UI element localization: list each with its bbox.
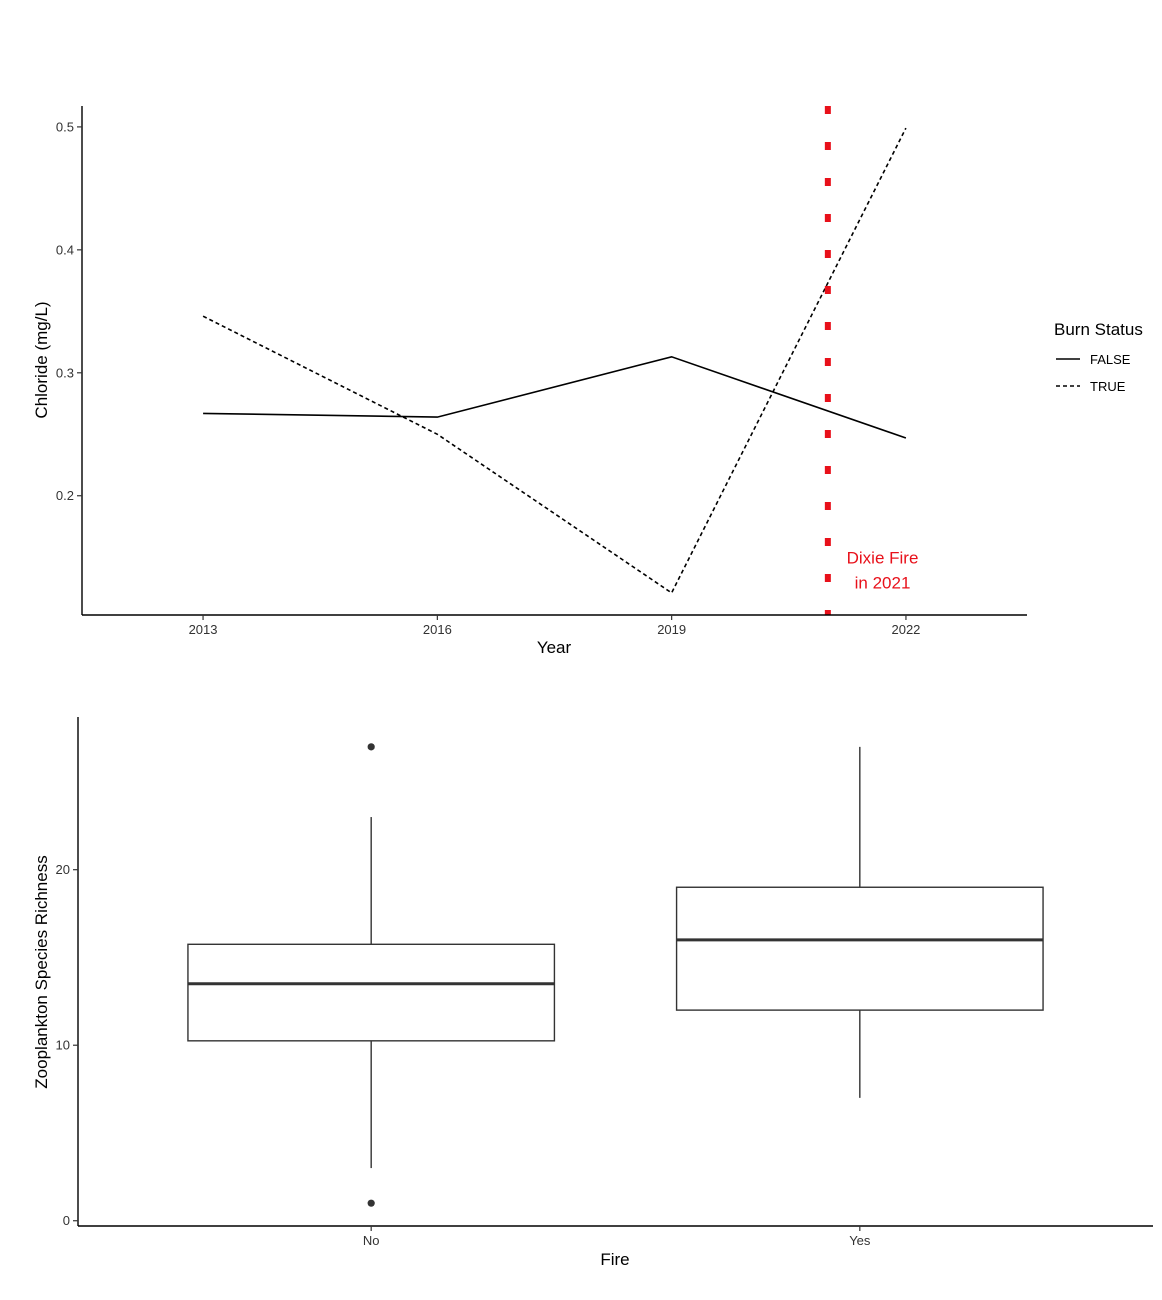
y-tick-label: 0.3 [56, 365, 74, 380]
legend-label-true: TRUE [1090, 379, 1126, 394]
outlier-point [367, 1199, 375, 1207]
boxplot-y-ticks: 0 10 20 [56, 862, 78, 1228]
box-yes [675, 746, 1044, 1098]
boxplot-panel: No Yes 0 10 20 Fire Zooplankton Species Ric… [32, 717, 1153, 1269]
x-tick-label: 2013 [189, 622, 218, 637]
box-body [187, 943, 556, 1042]
line-chart-x-ticks: 2013 2016 2019 2022 [189, 615, 920, 637]
line-chart-panel: 2013 2016 2019 2022 0.2 0.3 0.4 0.5 Year Chlor… [32, 106, 1143, 657]
legend: Burn Status FALSE TRUE [1054, 320, 1143, 394]
dixie-fire-annotation-line-1: Dixie Fire [847, 549, 919, 568]
x-tick-label: Yes [849, 1233, 871, 1248]
x-tick-label: No [363, 1233, 380, 1248]
series-line-true [202, 127, 907, 595]
box-no [187, 743, 556, 1207]
y-tick-label: 20 [56, 862, 70, 877]
x-tick-label: 2022 [891, 622, 920, 637]
boxplot-y-axis-title: Zooplankton Species Richness [32, 855, 51, 1088]
legend-label-false: FALSE [1090, 352, 1131, 367]
series-line-false [203, 355, 907, 439]
y-tick-label: 10 [56, 1038, 70, 1053]
line-chart-y-ticks: 0.2 0.3 0.4 0.5 [56, 119, 82, 503]
y-tick-label: 0.4 [56, 242, 74, 257]
dixie-fire-annotation-line-2: in 2021 [855, 574, 911, 593]
boxplot-plot-area [187, 743, 1044, 1207]
y-tick-label: 0 [63, 1213, 70, 1228]
x-tick-label: 2019 [657, 622, 686, 637]
y-tick-label: 0.2 [56, 488, 74, 503]
line-chart-y-axis-title: Chloride (mg/L) [32, 301, 51, 418]
x-tick-label: 2016 [423, 622, 452, 637]
outlier-point [367, 743, 375, 751]
line-chart-plot-area [202, 106, 907, 615]
boxplot-x-axis-title: Fire [600, 1250, 629, 1269]
y-tick-label: 0.5 [56, 119, 74, 134]
legend-title: Burn Status [1054, 320, 1143, 339]
box-body [675, 886, 1044, 1011]
line-chart-x-axis-title: Year [537, 638, 572, 657]
boxplot-x-ticks: No Yes [363, 1226, 871, 1248]
